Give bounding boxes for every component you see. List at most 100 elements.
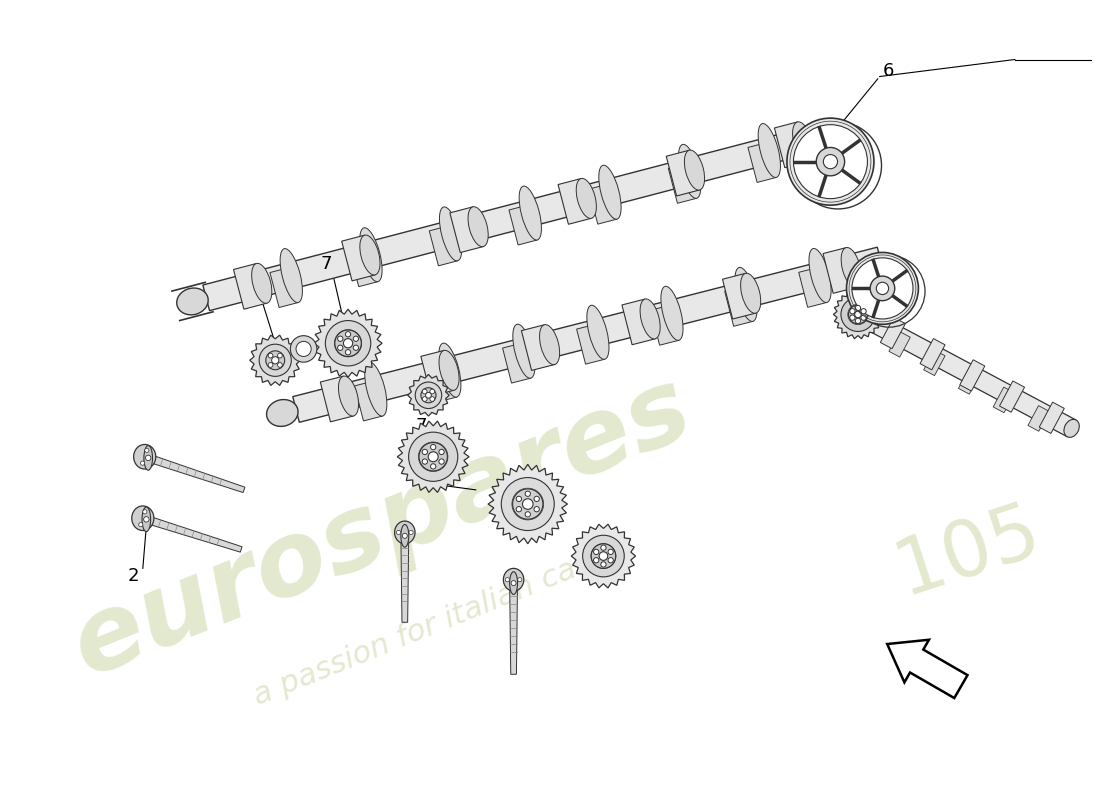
Circle shape (409, 530, 414, 534)
Circle shape (594, 558, 598, 563)
Circle shape (512, 581, 516, 586)
Ellipse shape (661, 286, 683, 340)
Circle shape (266, 351, 285, 370)
Circle shape (143, 510, 147, 514)
Circle shape (534, 506, 539, 512)
Circle shape (422, 389, 427, 394)
Polygon shape (723, 274, 756, 319)
Ellipse shape (808, 249, 832, 302)
Circle shape (145, 455, 151, 461)
Ellipse shape (576, 178, 596, 218)
Circle shape (608, 558, 614, 563)
Circle shape (861, 315, 866, 320)
Polygon shape (509, 580, 518, 674)
Polygon shape (293, 247, 883, 422)
Polygon shape (725, 286, 752, 326)
Circle shape (338, 345, 343, 350)
Circle shape (525, 512, 530, 517)
Circle shape (870, 276, 894, 301)
Ellipse shape (400, 525, 409, 547)
Circle shape (786, 118, 873, 205)
Polygon shape (960, 360, 984, 391)
Polygon shape (748, 142, 777, 182)
Ellipse shape (640, 299, 660, 339)
Polygon shape (270, 267, 298, 307)
Circle shape (290, 336, 317, 362)
Polygon shape (888, 640, 968, 698)
Circle shape (856, 318, 860, 323)
Polygon shape (823, 248, 856, 294)
Circle shape (422, 459, 428, 464)
Polygon shape (576, 324, 605, 364)
Circle shape (296, 342, 311, 357)
Circle shape (430, 397, 434, 402)
Polygon shape (920, 338, 945, 370)
Polygon shape (250, 335, 300, 386)
Circle shape (353, 336, 359, 342)
Circle shape (421, 388, 436, 403)
Circle shape (842, 298, 874, 331)
Polygon shape (521, 325, 554, 370)
Polygon shape (450, 207, 483, 253)
Circle shape (855, 311, 861, 318)
Polygon shape (503, 343, 531, 383)
Circle shape (591, 544, 616, 568)
Circle shape (600, 552, 607, 560)
Ellipse shape (735, 267, 757, 322)
Circle shape (277, 362, 283, 367)
Circle shape (415, 435, 464, 484)
Circle shape (583, 535, 624, 577)
Polygon shape (571, 524, 636, 588)
Circle shape (518, 578, 521, 582)
Circle shape (793, 125, 868, 198)
Polygon shape (880, 318, 905, 349)
Circle shape (139, 522, 143, 526)
Polygon shape (233, 263, 267, 310)
Circle shape (428, 452, 438, 462)
Polygon shape (588, 184, 617, 224)
Ellipse shape (679, 144, 701, 198)
Polygon shape (774, 122, 807, 168)
Circle shape (422, 450, 428, 454)
Circle shape (594, 550, 598, 554)
Polygon shape (202, 121, 838, 310)
Circle shape (334, 330, 361, 357)
Circle shape (522, 498, 534, 510)
Circle shape (403, 534, 407, 538)
Text: 7: 7 (320, 255, 332, 273)
Ellipse shape (142, 507, 151, 532)
Circle shape (513, 489, 543, 519)
Circle shape (430, 389, 434, 394)
Circle shape (516, 506, 521, 512)
Circle shape (141, 461, 145, 466)
Circle shape (505, 578, 509, 582)
Polygon shape (488, 464, 568, 544)
Polygon shape (958, 369, 980, 394)
Polygon shape (342, 235, 375, 281)
Text: 2: 2 (128, 567, 139, 585)
Ellipse shape (587, 306, 609, 359)
Ellipse shape (177, 288, 208, 315)
Circle shape (408, 432, 458, 482)
Ellipse shape (793, 122, 813, 162)
Circle shape (345, 350, 351, 355)
Text: 3: 3 (243, 282, 254, 300)
Ellipse shape (758, 123, 780, 178)
Text: 105: 105 (886, 492, 1049, 610)
Polygon shape (354, 381, 383, 421)
Circle shape (268, 362, 273, 367)
Circle shape (345, 331, 351, 337)
Text: eurospares: eurospares (57, 358, 705, 698)
Circle shape (850, 309, 855, 314)
Polygon shape (667, 150, 700, 196)
Ellipse shape (252, 263, 272, 303)
Ellipse shape (509, 572, 518, 594)
Circle shape (508, 481, 561, 534)
Circle shape (848, 305, 868, 324)
Circle shape (260, 344, 292, 376)
Polygon shape (400, 533, 409, 622)
Ellipse shape (740, 274, 761, 314)
Circle shape (601, 545, 606, 550)
Polygon shape (1000, 381, 1024, 412)
Ellipse shape (439, 350, 459, 390)
